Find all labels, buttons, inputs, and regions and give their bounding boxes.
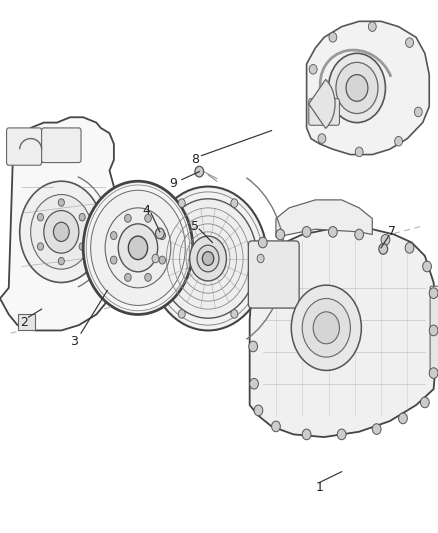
Circle shape <box>125 214 131 222</box>
Circle shape <box>20 181 103 282</box>
Circle shape <box>250 378 258 389</box>
Circle shape <box>302 227 311 237</box>
FancyBboxPatch shape <box>430 286 438 375</box>
Circle shape <box>178 310 185 318</box>
Text: 5: 5 <box>191 220 199 233</box>
Circle shape <box>31 195 92 269</box>
Circle shape <box>159 199 257 318</box>
Text: 8: 8 <box>191 154 199 166</box>
Circle shape <box>155 228 164 239</box>
Circle shape <box>336 62 378 114</box>
Circle shape <box>105 208 171 288</box>
Circle shape <box>231 199 238 207</box>
Circle shape <box>37 243 43 250</box>
Circle shape <box>346 75 368 101</box>
Circle shape <box>272 421 280 432</box>
Circle shape <box>110 256 117 264</box>
Circle shape <box>37 214 43 221</box>
Circle shape <box>145 214 151 222</box>
Circle shape <box>328 53 385 123</box>
Circle shape <box>355 147 363 157</box>
Polygon shape <box>18 314 35 330</box>
Circle shape <box>406 38 413 47</box>
Text: 4: 4 <box>143 204 151 217</box>
Circle shape <box>395 136 403 146</box>
Circle shape <box>128 236 148 260</box>
Circle shape <box>190 236 226 281</box>
Circle shape <box>355 229 364 240</box>
Polygon shape <box>307 21 429 155</box>
Circle shape <box>231 310 238 318</box>
Circle shape <box>337 429 346 440</box>
Circle shape <box>118 224 158 272</box>
Circle shape <box>58 199 64 206</box>
Circle shape <box>291 285 361 370</box>
Circle shape <box>429 368 438 378</box>
Circle shape <box>44 211 79 253</box>
Circle shape <box>197 245 219 272</box>
Circle shape <box>258 237 267 248</box>
Circle shape <box>379 244 388 254</box>
Polygon shape <box>250 227 436 437</box>
FancyBboxPatch shape <box>42 128 81 163</box>
Circle shape <box>318 134 326 143</box>
Text: 3: 3 <box>71 335 78 348</box>
Circle shape <box>83 181 193 314</box>
Circle shape <box>372 424 381 434</box>
Circle shape <box>420 397 429 408</box>
Circle shape <box>202 252 214 265</box>
Circle shape <box>405 243 414 253</box>
Circle shape <box>178 199 185 207</box>
Circle shape <box>328 227 337 237</box>
Circle shape <box>79 214 85 221</box>
Circle shape <box>429 325 438 336</box>
Circle shape <box>399 413 407 424</box>
FancyBboxPatch shape <box>248 241 299 308</box>
FancyBboxPatch shape <box>7 128 42 165</box>
Circle shape <box>276 229 285 240</box>
Circle shape <box>302 298 350 357</box>
Circle shape <box>381 235 390 245</box>
FancyBboxPatch shape <box>309 99 339 125</box>
Circle shape <box>110 232 117 240</box>
Circle shape <box>414 107 422 117</box>
Circle shape <box>249 341 258 352</box>
Circle shape <box>159 232 166 240</box>
Text: 2: 2 <box>20 316 28 329</box>
Circle shape <box>58 257 64 265</box>
Circle shape <box>302 429 311 440</box>
Circle shape <box>195 166 204 177</box>
Circle shape <box>159 256 166 264</box>
Circle shape <box>152 254 159 263</box>
Circle shape <box>254 405 263 416</box>
Circle shape <box>429 288 438 298</box>
Circle shape <box>257 254 264 263</box>
Circle shape <box>79 243 85 250</box>
Polygon shape <box>276 200 372 237</box>
Circle shape <box>53 222 69 241</box>
Circle shape <box>91 190 185 305</box>
Polygon shape <box>0 117 114 330</box>
Text: 1: 1 <box>316 481 324 494</box>
Circle shape <box>313 312 339 344</box>
Circle shape <box>149 187 267 330</box>
Text: 7: 7 <box>388 225 396 238</box>
Circle shape <box>145 273 151 281</box>
Circle shape <box>309 64 317 74</box>
Text: 9: 9 <box>169 177 177 190</box>
Wedge shape <box>309 79 335 128</box>
Circle shape <box>368 22 376 31</box>
Circle shape <box>329 33 337 42</box>
Circle shape <box>125 273 131 281</box>
Circle shape <box>423 261 431 272</box>
